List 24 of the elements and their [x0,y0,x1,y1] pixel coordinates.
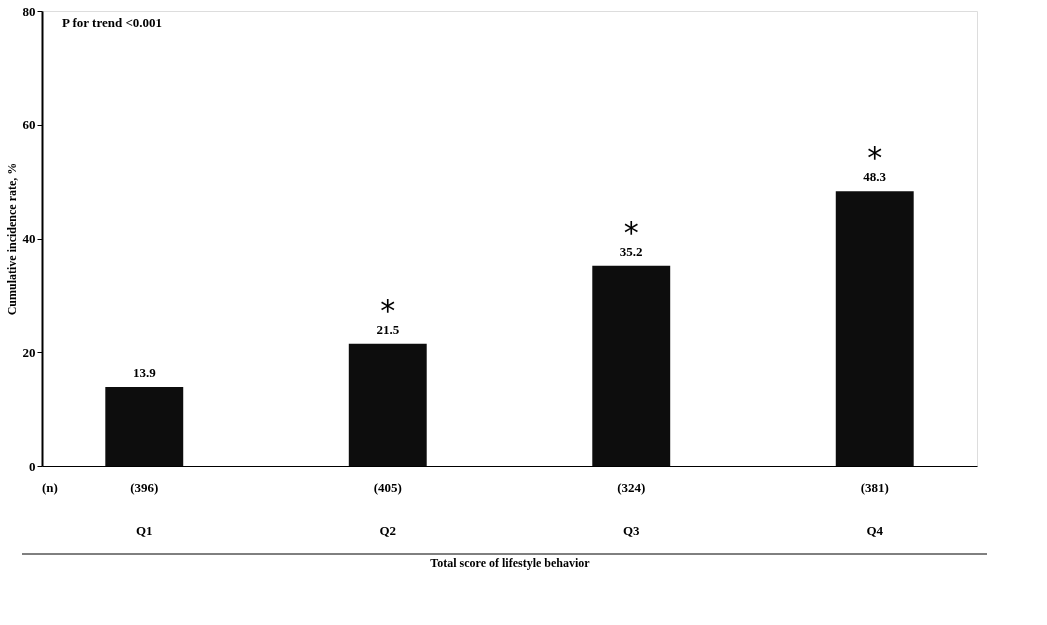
data-label: 35.2 [619,243,643,259]
text: (324) [617,480,646,495]
bar [835,191,914,466]
y-tick-label: 40 [22,231,36,246]
y-tick-label: 20 [22,344,36,360]
x-tick-label: Q3 [622,522,641,538]
y-tick-label: 60 [22,117,36,133]
annotation: P for trend <0.001 [62,15,163,30]
text: (396) [130,480,159,495]
data-label: 13.9 [132,364,157,380]
bar [105,386,184,466]
x-tick-label: Q2 [379,522,397,538]
x-tick-label: Q1 [135,522,153,538]
x-axis-title: Total score of lifestyle behavior [430,555,591,570]
text: (405) [373,480,402,495]
y-tick-label: 80 [22,3,36,19]
text: (n) [42,480,58,495]
bar [348,343,427,466]
text: (381) [860,480,889,495]
x-tick-label: Q4 [866,522,884,538]
y-tick-label: 0 [29,458,36,474]
y-axis-title: Cumulative incidence rate, % [4,162,19,316]
bar [592,265,671,466]
data-label: 21.5 [376,321,400,337]
